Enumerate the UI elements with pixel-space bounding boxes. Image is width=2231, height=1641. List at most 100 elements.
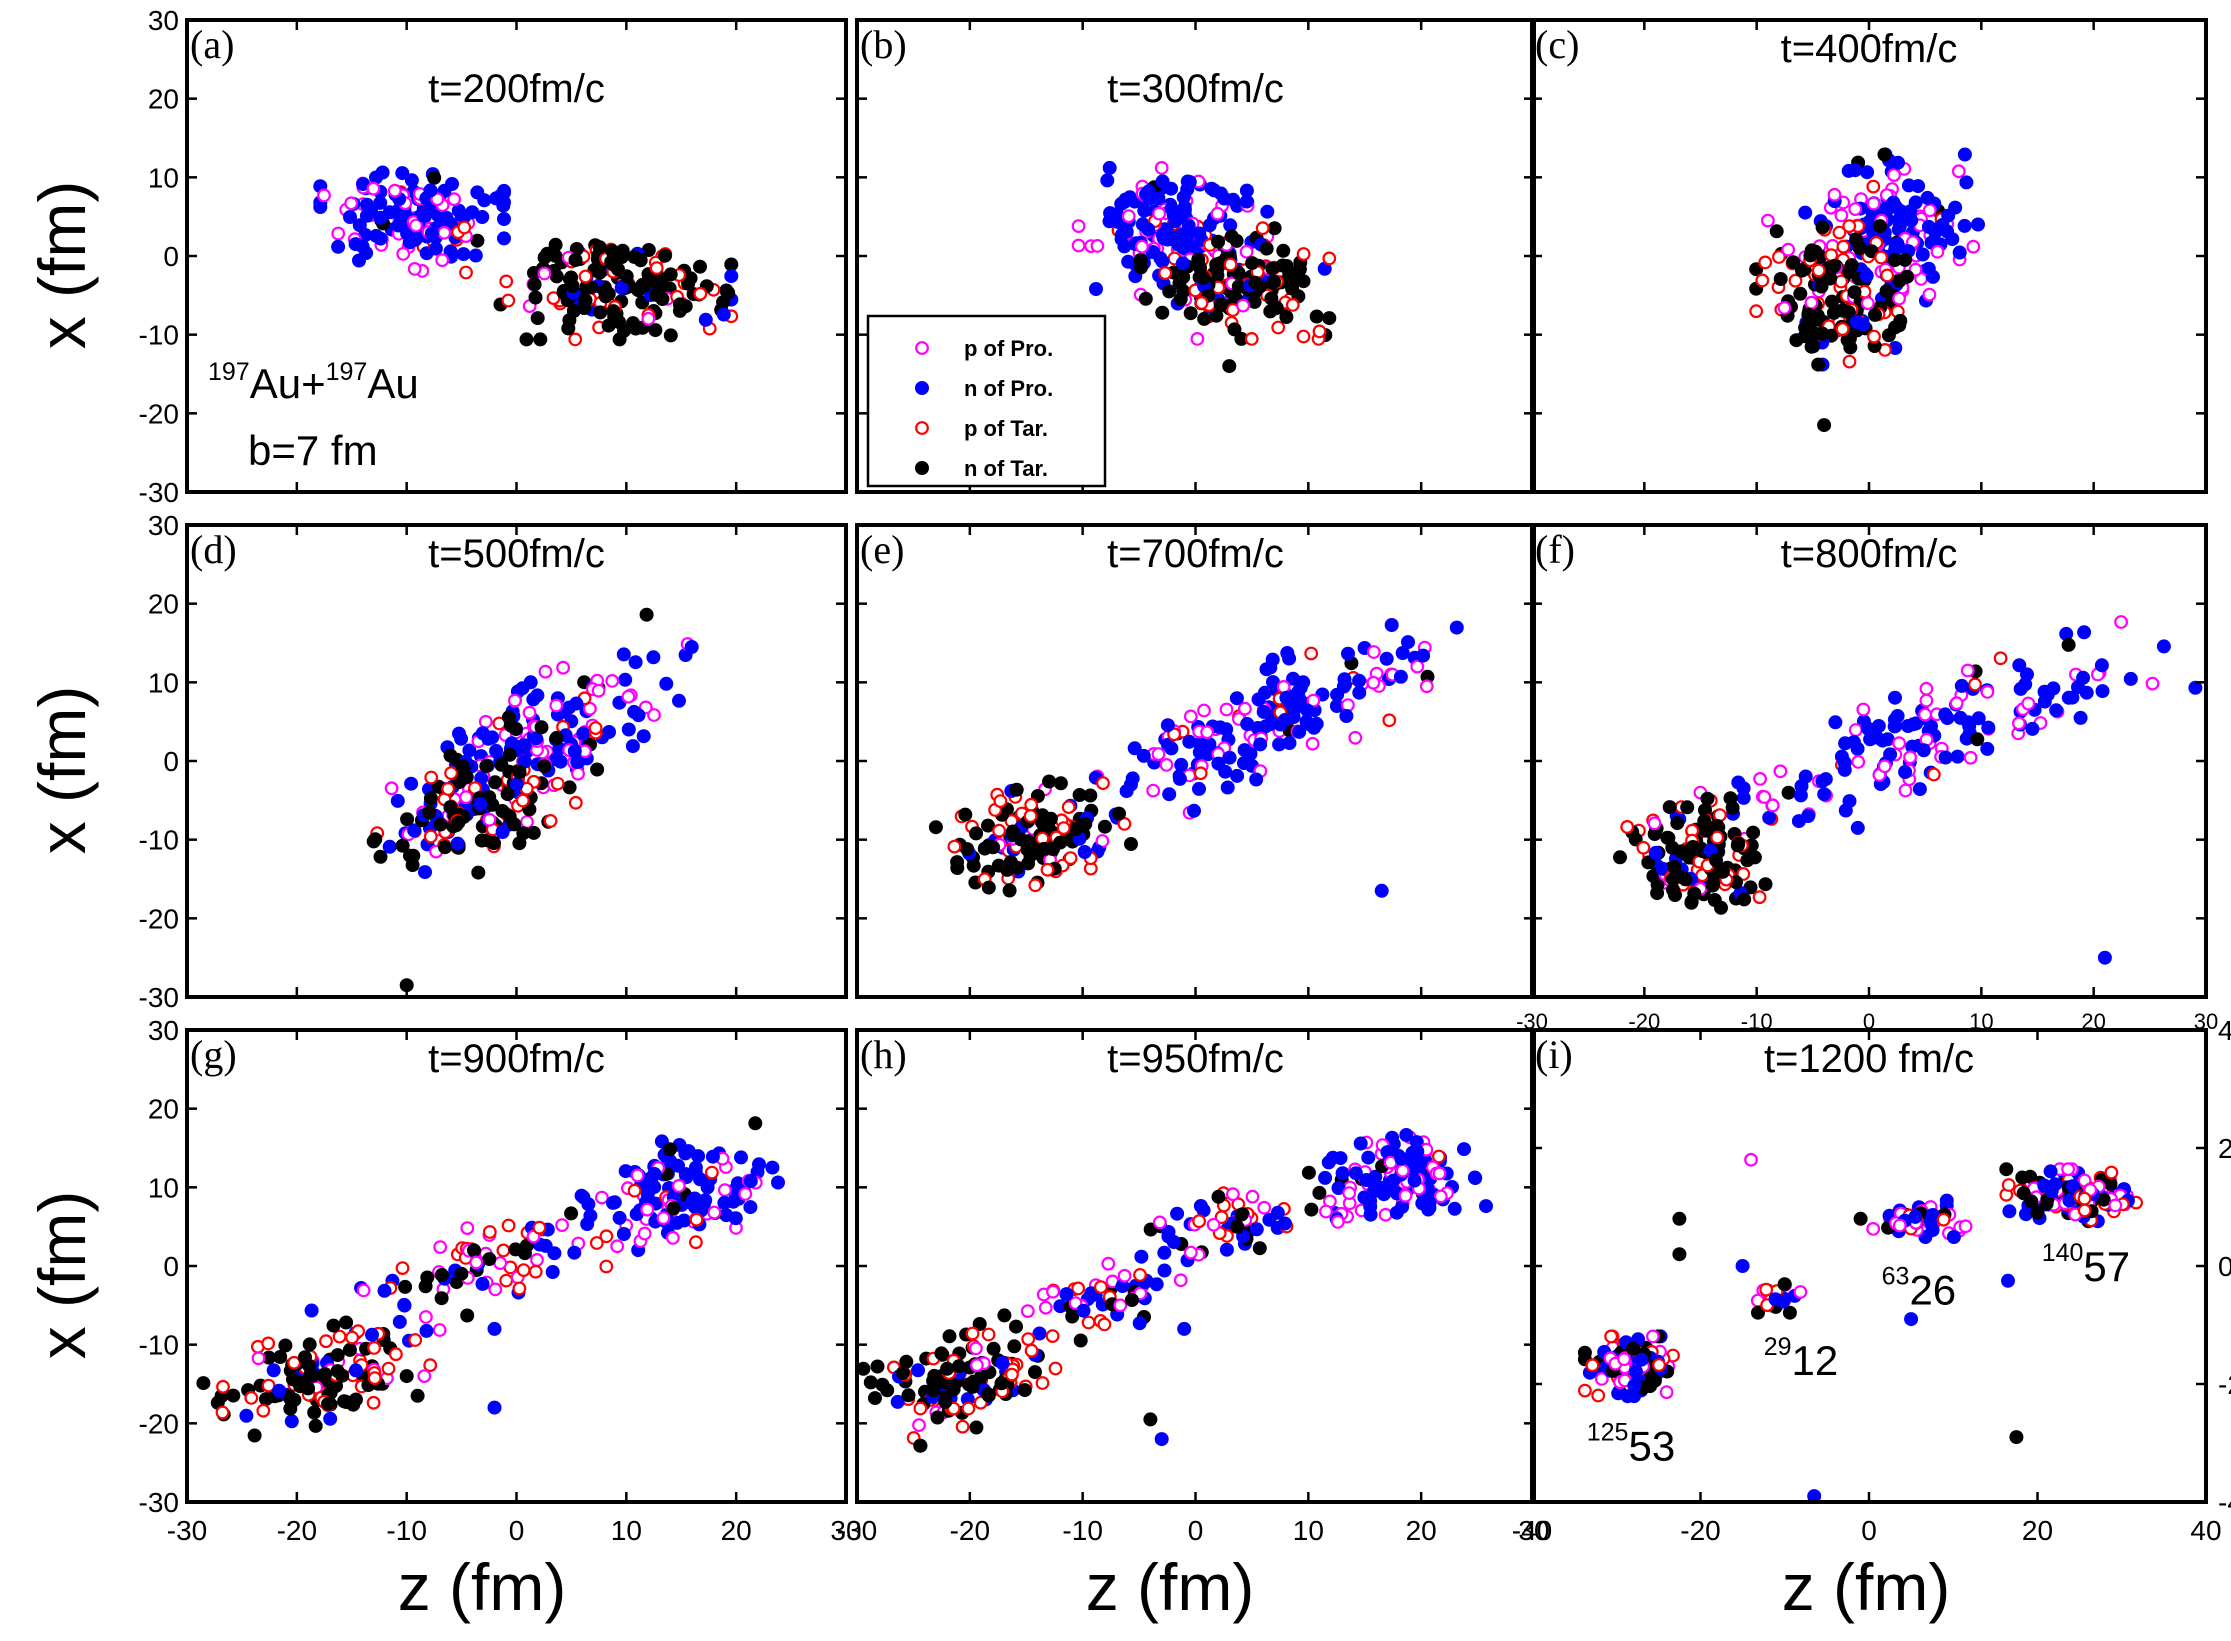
- legend-marker: [915, 341, 929, 355]
- particle-point: [1162, 284, 1177, 299]
- particle-point: [548, 248, 563, 263]
- particle-point: [1155, 305, 1170, 320]
- particle-point: [555, 1218, 569, 1232]
- particle-point: [1705, 878, 1720, 893]
- particle-point: [1081, 1315, 1096, 1330]
- particle-point: [1193, 766, 1208, 781]
- particle-point: [2066, 1179, 2080, 1194]
- particle-point: [216, 1379, 230, 1394]
- particle-point: [981, 1388, 996, 1403]
- particle-point: [1939, 1193, 1954, 1208]
- particle-point: [2019, 1207, 2033, 1222]
- particle-point: [1386, 1173, 1401, 1188]
- particle-point: [1859, 268, 1874, 283]
- particle-point: [387, 183, 402, 198]
- particle-point: [1824, 294, 1839, 309]
- particle-point: [1814, 279, 1829, 294]
- particle-point: [1680, 800, 1695, 815]
- particle-point: [2002, 1204, 2017, 1219]
- particle-point: [2108, 1198, 2123, 1213]
- particle-point: [1892, 1218, 1907, 1233]
- impact-parameter-label: b=7 fm: [248, 427, 378, 474]
- particle-point: [616, 647, 631, 662]
- particle-point: [1432, 1166, 1447, 1181]
- particle-point: [1335, 1166, 1350, 1181]
- particle-point: [663, 1142, 677, 1157]
- outlier-point: [2009, 1430, 2024, 1445]
- particle-point: [373, 849, 388, 864]
- particle-point: [1911, 179, 1926, 194]
- particle-point: [1319, 1204, 1333, 1219]
- panel-title: t=200fm/c: [428, 67, 605, 111]
- y-tick-label: 40: [2218, 1015, 2231, 1046]
- particle-point: [928, 820, 943, 835]
- particle-point: [958, 807, 973, 822]
- particle-point: [1296, 329, 1311, 344]
- panel-g-points: [196, 1116, 785, 1443]
- particle-point: [1871, 719, 1886, 733]
- particle-point: [1174, 757, 1189, 772]
- particle-point: [1077, 845, 1092, 859]
- particle-point: [642, 1182, 657, 1197]
- particle-point: [434, 1268, 449, 1282]
- particle-point: [1912, 782, 1927, 797]
- particle-point: [397, 1297, 412, 1312]
- particle-point: [1626, 1341, 1641, 1356]
- particle-point: [1920, 190, 1935, 205]
- particle-point: [523, 675, 538, 690]
- particle-point: [1263, 660, 1278, 675]
- particle-point: [2025, 721, 2040, 736]
- particle-point: [528, 1264, 543, 1279]
- particle-point: [2049, 703, 2064, 718]
- particle-point: [356, 1283, 371, 1298]
- particle-point: [1700, 791, 1715, 806]
- particle-point: [430, 192, 445, 207]
- particle-point: [501, 1218, 516, 1233]
- particle-point: [2095, 684, 2110, 699]
- panel-f: -30 -20 -10 0 10 20 30(f) t=800fm/c: [1516, 523, 2218, 1034]
- particle-point: [1028, 1365, 1042, 1380]
- y-tick-label: -10: [139, 1330, 179, 1361]
- y-tick-label: 30: [148, 1015, 179, 1046]
- particle-point: [1950, 749, 1965, 764]
- particle-point: [1777, 301, 1792, 315]
- particle-point: [549, 731, 564, 746]
- particle-point: [419, 246, 434, 261]
- panel-title: t=700fm/c: [1107, 532, 1284, 576]
- outlier-point: [410, 1388, 425, 1403]
- outlier-point: [1672, 1247, 1687, 1262]
- particle-point: [592, 240, 607, 255]
- particle-point: [1048, 1361, 1063, 1376]
- particle-point: [331, 226, 346, 241]
- particle-point: [1888, 690, 1902, 705]
- panel-a: -30 -20 -10 0 10 20 30 (a) t=200fm/c: [139, 5, 848, 508]
- particle-point: [966, 1374, 981, 1389]
- particle-point: [1591, 1388, 1606, 1403]
- particle-point: [717, 1195, 732, 1210]
- particle-point: [1353, 1136, 1368, 1151]
- particle-point: [1715, 864, 1730, 879]
- particle-point: [1382, 713, 1397, 728]
- particle-point: [1798, 769, 1813, 784]
- particle-point: [1852, 241, 1867, 255]
- particle-point: [460, 1221, 475, 1235]
- panel-f-points: [1613, 615, 2203, 965]
- particle-point: [1330, 1214, 1345, 1229]
- particle-point: [1667, 859, 1682, 874]
- particle-point: [716, 307, 731, 322]
- particle-point: [1395, 1163, 1410, 1178]
- x-tick-label: 20: [2022, 1515, 2053, 1546]
- particle-point: [1239, 194, 1254, 209]
- particle-point: [1868, 307, 1882, 322]
- particle-point: [1958, 1219, 1973, 1234]
- particle-point: [509, 777, 524, 792]
- particle-point: [451, 815, 466, 830]
- particle-point: [1873, 219, 1887, 234]
- particle-point: [1136, 748, 1151, 763]
- x-tick-label: -20: [277, 1515, 317, 1546]
- x-tick-label: 10: [1293, 1515, 1324, 1546]
- particle-point: [1194, 296, 1209, 310]
- particle-point: [588, 721, 603, 735]
- particle-point: [1348, 1166, 1363, 1181]
